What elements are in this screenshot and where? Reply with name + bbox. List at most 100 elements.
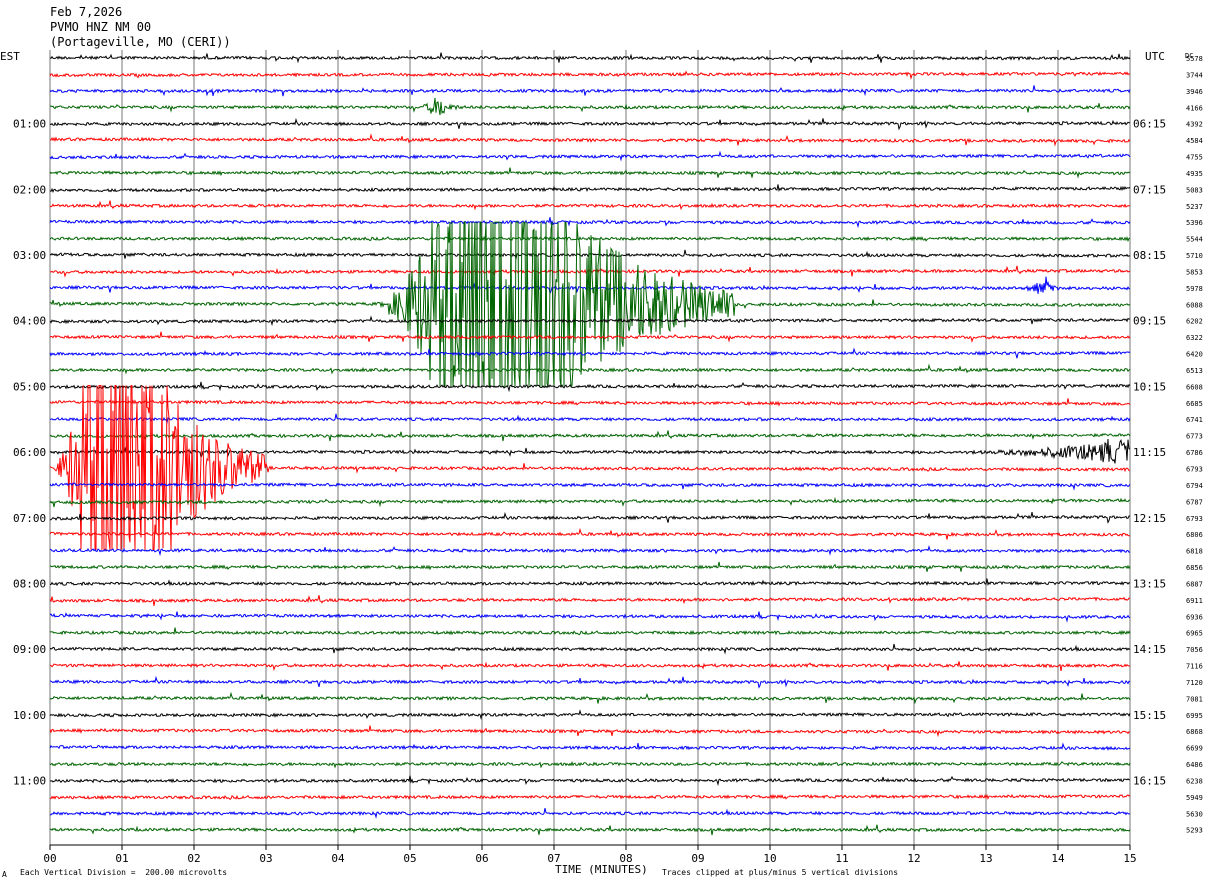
trace-line: [49, 709, 1131, 720]
right-time-label: 12:15: [1133, 512, 1166, 525]
x-tick-label-08: 08: [619, 852, 632, 865]
x-axis-title: TIME (MINUTES): [555, 863, 648, 876]
dc-offset-label: 5710: [1186, 252, 1203, 260]
dc-offset-label: 4166: [1186, 104, 1203, 112]
trace-line: [49, 578, 1131, 587]
dc-offset-label: 6793: [1186, 466, 1203, 474]
left-time-label: 07:00: [13, 512, 46, 525]
right-time-label: 13:15: [1133, 577, 1166, 590]
trace-line: [49, 824, 1131, 836]
dc-offset-label: 6786: [1186, 449, 1203, 457]
dc-offset-label: 5083: [1186, 186, 1203, 194]
dc-offset-label: 3744: [1186, 71, 1203, 79]
dc-offset-label: 5853: [1186, 268, 1203, 276]
right-time-label: 09:15: [1133, 315, 1166, 328]
trace-line: [49, 97, 1131, 116]
dc-offset-label: 4755: [1186, 154, 1203, 162]
left-time-label: 08:00: [13, 577, 46, 590]
trace-line: [49, 363, 1131, 375]
trace-line: [49, 482, 1131, 491]
trace-line: [49, 643, 1131, 655]
left-time-label: 01:00: [13, 118, 46, 131]
trace-line: [49, 217, 1131, 229]
trace-line: [49, 385, 1131, 551]
dc-offset-label: 6486: [1186, 761, 1203, 769]
dc-offset-label: 6856: [1186, 564, 1203, 572]
x-tick-label-01: 01: [115, 852, 128, 865]
minute-gridlines: [49, 50, 1131, 845]
trace-line: [49, 381, 1131, 393]
trace-line: [49, 595, 1131, 606]
x-tick-label-14: 14: [1051, 852, 1065, 865]
left-axis-label: EST: [0, 50, 20, 63]
trace-line: [49, 527, 1130, 540]
x-tick-label-13: 13: [979, 852, 992, 865]
dc-offset-label: 6936: [1186, 613, 1203, 621]
right-time-label: 07:15: [1133, 183, 1166, 196]
dc-offset-label: 6238: [1186, 777, 1203, 785]
clip-note: Traces clipped at plus/minus 5 vertical …: [662, 868, 899, 877]
left-time-label: 06:00: [13, 446, 46, 459]
trace-line: [49, 200, 1131, 211]
x-tick-label-03: 03: [259, 852, 272, 865]
dc-offset-label: 4392: [1186, 121, 1203, 129]
seismic-traces: [49, 52, 1131, 836]
trace-line: [49, 675, 1131, 689]
left-time-label: 02:00: [13, 183, 46, 196]
dc-offset-label: 7116: [1186, 663, 1203, 671]
x-tick-label-02: 02: [187, 852, 200, 865]
right-time-label: 08:15: [1133, 249, 1166, 262]
dc-offset-label: 6685: [1186, 400, 1203, 408]
trace-line: [49, 117, 1130, 131]
left-time-label: 03:00: [13, 249, 46, 262]
trace-line: [49, 760, 1131, 769]
dc-offset-label: 6741: [1186, 416, 1203, 424]
dc-offset-label: 6773: [1186, 433, 1203, 441]
trace-line: [49, 221, 1131, 388]
dc-offset-label: 6202: [1186, 318, 1203, 326]
trace-line: [49, 331, 1131, 343]
trace-line: [49, 184, 1131, 193]
trace-line: [49, 496, 1131, 508]
trace-line: [49, 150, 1131, 162]
right-time-label: 06:15: [1133, 118, 1166, 131]
station-location: (Portageville, MO (CERI)): [50, 35, 231, 49]
trace-line: [49, 85, 1131, 97]
trace-line: [49, 611, 1131, 623]
x-tick-label-00: 00: [43, 852, 56, 865]
trace-line: [49, 661, 1131, 672]
record-date: Feb 7,2026: [50, 5, 123, 19]
x-tick-label-06: 06: [475, 852, 488, 865]
left-time-label: 11:00: [13, 774, 46, 787]
trace-line: [49, 70, 1131, 81]
left-time-label: 10:00: [13, 709, 46, 722]
dc-offset-label: 6699: [1186, 745, 1203, 753]
trace-line: [49, 265, 1131, 278]
trace-line: [49, 438, 1131, 464]
left-time-label: 04:00: [13, 315, 46, 328]
trace-line: [49, 725, 1131, 738]
dc-offset-label: 5949: [1186, 794, 1203, 802]
dc-offset-label: 5544: [1186, 236, 1203, 244]
dc-offset-label: 6794: [1186, 482, 1203, 490]
dc-offset-label: 6608: [1186, 383, 1203, 391]
dc-offset-label: 5396: [1186, 219, 1203, 227]
left-time-label: 05:00: [13, 380, 46, 393]
dc-offset-label: 6911: [1186, 597, 1203, 605]
trace-line: [50, 511, 1131, 524]
dc-offset-label: 6513: [1186, 367, 1203, 375]
dc-offset-label: 6965: [1186, 630, 1203, 638]
trace-line: [49, 347, 1131, 359]
left-time-label: 09:00: [13, 643, 46, 656]
right-time-label: 15:15: [1133, 709, 1166, 722]
station-code: PVMO HNZ NM 00: [50, 20, 152, 34]
dc-offset-label: 6322: [1186, 334, 1203, 342]
dc-offset-label: 7056: [1186, 646, 1203, 654]
dc-offset-label: 5978: [1186, 285, 1203, 293]
trace-line: [49, 249, 1131, 261]
right-time-label: 14:15: [1133, 643, 1166, 656]
trace-line: [49, 413, 1131, 425]
dc-offset-label: 5578: [1186, 55, 1203, 63]
right-time-label: 16:15: [1133, 774, 1166, 787]
